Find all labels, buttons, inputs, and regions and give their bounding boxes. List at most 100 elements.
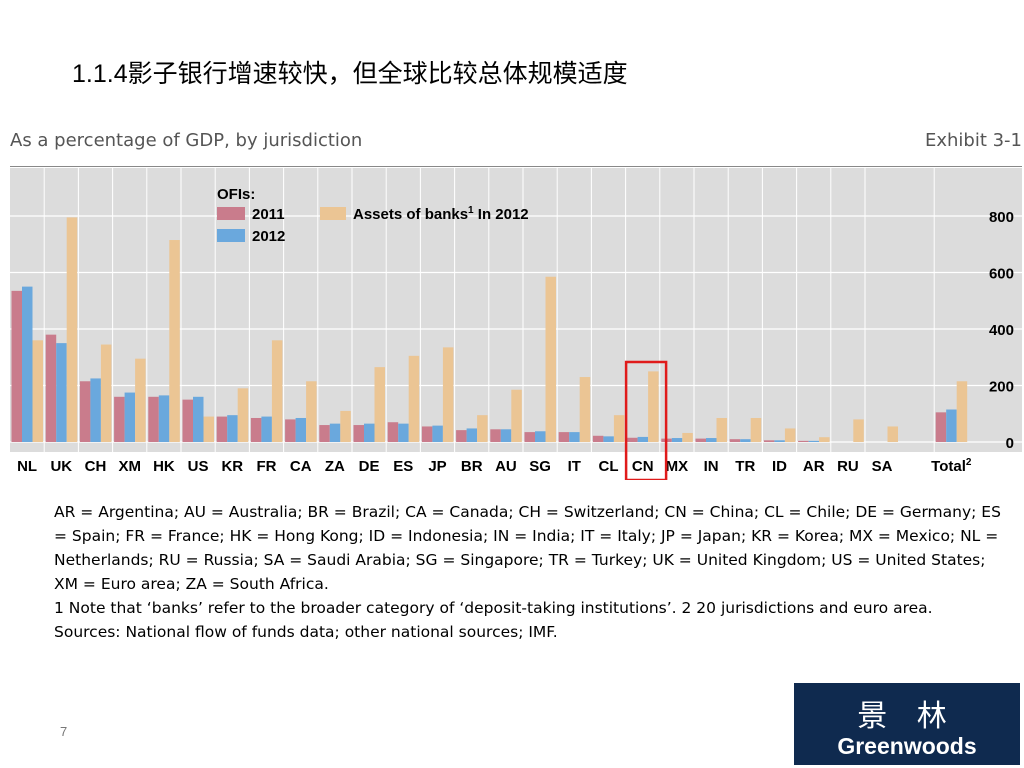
chart-notes: AR = Argentina; AU = Australia; BR = Bra… <box>54 500 1004 644</box>
bar-2011-it <box>558 432 570 442</box>
bar-banks-2012-uk <box>66 217 78 442</box>
bar-banks-2012-de <box>374 367 385 442</box>
bar-2012-nl <box>22 286 33 442</box>
legend-heading: OFIs: <box>217 186 255 203</box>
bar-2011-uk <box>45 334 57 442</box>
bar-2011-jp <box>421 426 433 442</box>
logo-english-text: Greenwoods <box>837 733 977 759</box>
x-tick-label-hk: HK <box>153 458 175 475</box>
bar-2011-ca <box>285 419 296 442</box>
x-tick-label-jp: JP <box>428 458 446 475</box>
bar-2011-br <box>456 430 467 442</box>
x-tick-label-es: ES <box>393 458 413 475</box>
x-tick-label-sa: SA <box>872 458 893 475</box>
x-tick-label-us: US <box>188 458 209 475</box>
bar-banks-2012-id <box>784 428 796 442</box>
bar-banks-2012-jp <box>442 347 454 442</box>
bar-banks-2012-sa <box>887 426 898 442</box>
x-tick-label-uk: UK <box>50 458 72 475</box>
legend-label-1: 2012 <box>252 228 285 245</box>
x-tick-label-cl: CL <box>599 458 619 475</box>
bar-2011-ar <box>798 440 809 442</box>
bar-2012-cl <box>603 436 614 442</box>
bar-2012-xm <box>124 392 136 442</box>
legend-label-0: 2011 <box>252 206 285 223</box>
legend-label-2: Assets of banks1 In 2012 <box>353 205 529 223</box>
bar-2012-tr <box>740 439 751 442</box>
x-tick-label-fr: FR <box>257 458 277 475</box>
bar-2012-es <box>398 423 409 442</box>
x-tick-label-id: ID <box>772 458 787 475</box>
bar-2011-total <box>935 412 947 442</box>
bar-2012-sg <box>535 431 546 442</box>
slide-title-number: 1.1.4 <box>72 60 128 88</box>
bar-2011-cl <box>592 435 604 442</box>
x-tick-label-kr: KR <box>221 458 243 475</box>
x-tick-label-br: BR <box>461 458 483 475</box>
x-tick-label-ar: AR <box>803 458 825 475</box>
slide-title-text: 影子银行增速较快，但全球比较总体规模适度 <box>127 60 628 88</box>
bar-banks-2012-au <box>511 389 522 442</box>
slide-title: 1.1.4影子银行增速较快，但全球比较总体规模适度 <box>72 54 628 90</box>
y-tick-label: 400 <box>989 322 1014 339</box>
bar-2011-es <box>387 422 399 442</box>
bar-banks-2012-cn <box>648 371 659 442</box>
sources-note: Sources: National flow of funds data; ot… <box>54 623 558 641</box>
bar-banks-2012-xm <box>135 358 146 442</box>
x-tick-label-ca: CA <box>290 458 312 475</box>
bar-2012-kr <box>227 415 238 442</box>
bar-2012-ch <box>90 378 101 442</box>
highlight-box-cn <box>624 360 668 480</box>
page-number: 7 <box>60 724 68 739</box>
chart-title: As a percentage of GDP, by jurisdiction <box>10 130 363 151</box>
bar-banks-2012-fr <box>271 340 283 442</box>
bar-banks-2012-tr <box>750 417 762 442</box>
bar-2012-us <box>193 396 204 442</box>
bar-2012-jp <box>432 425 443 442</box>
bar-2011-au <box>490 429 501 442</box>
bar-2012-ar <box>808 440 820 442</box>
bar-2011-in <box>695 438 706 442</box>
bar-2011-hk <box>148 396 159 442</box>
x-tick-label-xm: XM <box>118 458 141 475</box>
bar-banks-2012-ru <box>853 419 864 442</box>
bar-2011-us <box>182 399 193 442</box>
bar-banks-2012-it <box>579 377 591 442</box>
bar-banks-2012-es <box>408 355 420 442</box>
bar-banks-2012-ar <box>819 437 830 442</box>
bar-2012-hk <box>158 395 170 442</box>
bar-banks-2012-br <box>477 415 488 442</box>
bar-2011-ch <box>79 381 91 442</box>
bar-banks-2012-nl <box>32 340 43 442</box>
x-tick-label-za: ZA <box>325 458 345 475</box>
bar-banks-2012-us <box>203 416 214 442</box>
bar-2011-za <box>319 425 330 442</box>
legend-swatch-0 <box>217 207 245 220</box>
bar-2012-it <box>569 432 580 442</box>
bar-2011-sg <box>524 432 535 442</box>
bar-2012-ca <box>295 417 307 442</box>
bar-banks-2012-ca <box>306 381 317 442</box>
bar-2011-nl <box>11 290 22 442</box>
bar-2012-id <box>774 440 785 442</box>
x-tick-label-de: DE <box>359 458 380 475</box>
x-tick-label-tr: TR <box>735 458 755 475</box>
x-tick-label-mx: MX <box>666 458 689 475</box>
x-tick-label-it: IT <box>568 458 581 475</box>
x-tick-label-total: Total2 <box>931 457 972 475</box>
bar-banks-2012-cl <box>613 415 625 442</box>
bar-banks-2012-sg <box>545 276 556 442</box>
legend-swatch-1 <box>217 229 245 242</box>
bar-2012-de <box>364 423 375 442</box>
y-tick-label: 600 <box>989 266 1014 283</box>
header-rule <box>10 166 1022 167</box>
abbreviations-note: AR = Argentina; AU = Australia; BR = Bra… <box>54 503 1001 593</box>
bar-chart: 0 200 400 600 800 NL UK CH XM HK US KR FR CA ZA DE ES JP B… <box>10 168 1022 480</box>
bar-2011-tr <box>729 439 741 442</box>
x-tick-label-in: IN <box>704 458 719 475</box>
x-tick-label-ch: CH <box>85 458 107 475</box>
chart-exhibit-label: Exhibit 3-1 <box>924 130 1022 151</box>
bar-2012-uk <box>56 343 67 442</box>
legend-swatch-2 <box>320 207 346 220</box>
bar-2011-de <box>353 425 364 442</box>
